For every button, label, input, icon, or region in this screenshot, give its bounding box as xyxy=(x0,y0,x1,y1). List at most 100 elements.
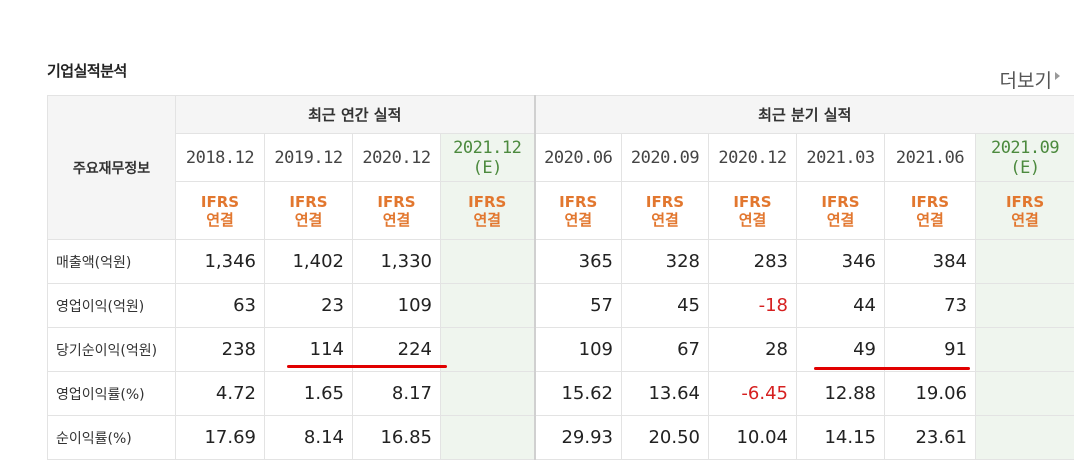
table-cell: 109 xyxy=(533,327,622,372)
period-header: 2021.03 xyxy=(796,133,885,182)
period-header: 2020.09 xyxy=(621,133,709,182)
table-cell: 17.69 xyxy=(175,415,265,460)
table-cell xyxy=(974,327,1074,372)
table-cell: 20.50 xyxy=(621,415,709,460)
table-cell: 15.62 xyxy=(533,371,622,416)
table-cell xyxy=(440,327,535,372)
table-cell: 73 xyxy=(884,283,976,328)
row-label: 영업이익률(%) xyxy=(47,371,176,416)
basis-top: IFRS xyxy=(1005,192,1045,211)
basis-header: IFRS 연결 xyxy=(974,181,1074,240)
table-cell: 16.85 xyxy=(352,415,441,460)
table-cell: 328 xyxy=(621,239,709,284)
basis-header: IFRS 연결 xyxy=(440,181,535,240)
group-quarter: 최근 분기 실적 xyxy=(533,95,1074,134)
period-label: 2021.12 xyxy=(453,137,522,158)
period-header: 2018.12 xyxy=(175,133,265,182)
row-label: 순이익률(%) xyxy=(47,415,176,460)
basis-bottom: 연결 xyxy=(564,210,593,229)
table-cell: 13.64 xyxy=(621,371,709,416)
basis-bottom: 연결 xyxy=(1011,210,1039,229)
basis-header: IFRS 연결 xyxy=(884,181,976,240)
period-label: 2018.12 xyxy=(185,147,255,168)
period-estimate-mark: (E) xyxy=(1010,157,1040,178)
row-label: 영업이익(억원) xyxy=(47,283,176,328)
more-label: 더보기 xyxy=(999,70,1052,92)
basis-top: IFRS xyxy=(645,192,685,211)
table-row: 영업이익(억원) 63 23 109 57 45 -18 44 73 xyxy=(47,283,1074,328)
table-cell: 63 xyxy=(175,283,265,328)
basis-bottom: 연결 xyxy=(294,210,323,229)
basis-bottom: 연결 xyxy=(826,210,855,229)
table-row: 순이익률(%) 17.69 8.14 16.85 29.93 20.50 10.04 14.1… xyxy=(47,415,1074,460)
table-cell: 1.65 xyxy=(264,371,353,416)
table-cell xyxy=(974,371,1074,416)
table-cell: 1,330 xyxy=(352,239,441,284)
header-row-groups: 주요재무정보 최근 연간 실적 최근 분기 실적 xyxy=(47,95,1074,240)
table-cell: 19.06 xyxy=(884,371,976,416)
period-label: 2021.09 xyxy=(990,137,1060,158)
table-cell: 57 xyxy=(533,283,622,328)
table-cell xyxy=(974,239,1074,284)
basis-bottom: 연결 xyxy=(916,210,944,229)
table-cell: 28 xyxy=(708,327,797,372)
period-label: 2020.12 xyxy=(718,147,787,168)
table-cell: 384 xyxy=(884,239,976,284)
basis-header: IFRS 연결 xyxy=(621,181,709,240)
table-cell xyxy=(440,283,535,328)
period-header: 2020.12 xyxy=(708,133,797,182)
period-label: 2021.03 xyxy=(806,147,875,168)
financial-table: 주요재무정보 최근 연간 실적 최근 분기 실적 2018.12 2019.12 2020… xyxy=(47,95,1074,460)
basis-top: IFRS xyxy=(559,192,598,211)
basis-bottom: 연결 xyxy=(651,210,679,229)
basis-top: IFRS xyxy=(733,192,772,211)
table-cell xyxy=(974,283,1074,328)
period-header: 2020.12 xyxy=(352,133,441,182)
basis-top: IFRS xyxy=(821,192,860,211)
basis-bottom: 연결 xyxy=(382,210,411,229)
table-cell xyxy=(440,239,535,284)
table-cell: -6.45 xyxy=(708,371,797,416)
table-cell: 4.72 xyxy=(175,371,265,416)
table-cell: 109 xyxy=(352,283,441,328)
table-cell: 91 xyxy=(884,327,976,372)
section-title: 기업실적분석 xyxy=(47,62,127,80)
period-header: 2021.09 (E) xyxy=(974,133,1074,182)
table-cell: 365 xyxy=(533,239,622,284)
period-header: 2021.12 (E) xyxy=(440,133,535,182)
period-estimate-mark: (E) xyxy=(472,157,503,178)
basis-top: IFRS xyxy=(468,192,507,211)
table-cell: 238 xyxy=(175,327,265,372)
table-cell: 23.61 xyxy=(884,415,976,460)
caret-right-icon xyxy=(1055,72,1060,80)
basis-header: IFRS 연결 xyxy=(175,181,265,240)
table-row: 매출액(억원) 1,346 1,402 1,330 365 328 283 346 384 xyxy=(47,239,1074,284)
period-header: 2021.06 xyxy=(884,133,976,182)
table-cell xyxy=(974,415,1074,460)
period-label: 2021.06 xyxy=(895,147,965,168)
table-cell: -18 xyxy=(708,283,797,328)
table-cell: 12.88 xyxy=(796,371,885,416)
row-label: 매출액(억원) xyxy=(47,239,176,284)
table-cell xyxy=(440,371,535,416)
basis-header: IFRS 연결 xyxy=(708,181,797,240)
basis-bottom: 연결 xyxy=(738,210,767,229)
table-cell: 283 xyxy=(708,239,797,284)
table-cell: 29.93 xyxy=(533,415,622,460)
corner-label: 주요재무정보 xyxy=(47,95,176,240)
table-cell: 8.17 xyxy=(352,371,441,416)
basis-header: IFRS 연결 xyxy=(533,181,622,240)
basis-top: IFRS xyxy=(377,192,416,211)
cropped-top-text xyxy=(0,0,1074,6)
header-row-basis: IFRS 연결 IFRS 연결 IFRS 연결 IFRS 연결 IFRS 연결 IFRS 연결 IFRS… xyxy=(48,181,1074,240)
red-underline-annual xyxy=(287,365,447,368)
group-annual: 최근 연간 실적 xyxy=(175,95,535,134)
table-cell: 1,346 xyxy=(175,239,265,284)
period-header: 2019.12 xyxy=(264,133,353,182)
more-link[interactable]: 더보기 xyxy=(1000,66,1060,93)
period-label: 2020.12 xyxy=(362,147,431,168)
basis-top: IFRS xyxy=(910,192,950,211)
basis-top: IFRS xyxy=(289,192,328,211)
basis-header: IFRS 연결 xyxy=(264,181,353,240)
table-cell: 10.04 xyxy=(708,415,797,460)
